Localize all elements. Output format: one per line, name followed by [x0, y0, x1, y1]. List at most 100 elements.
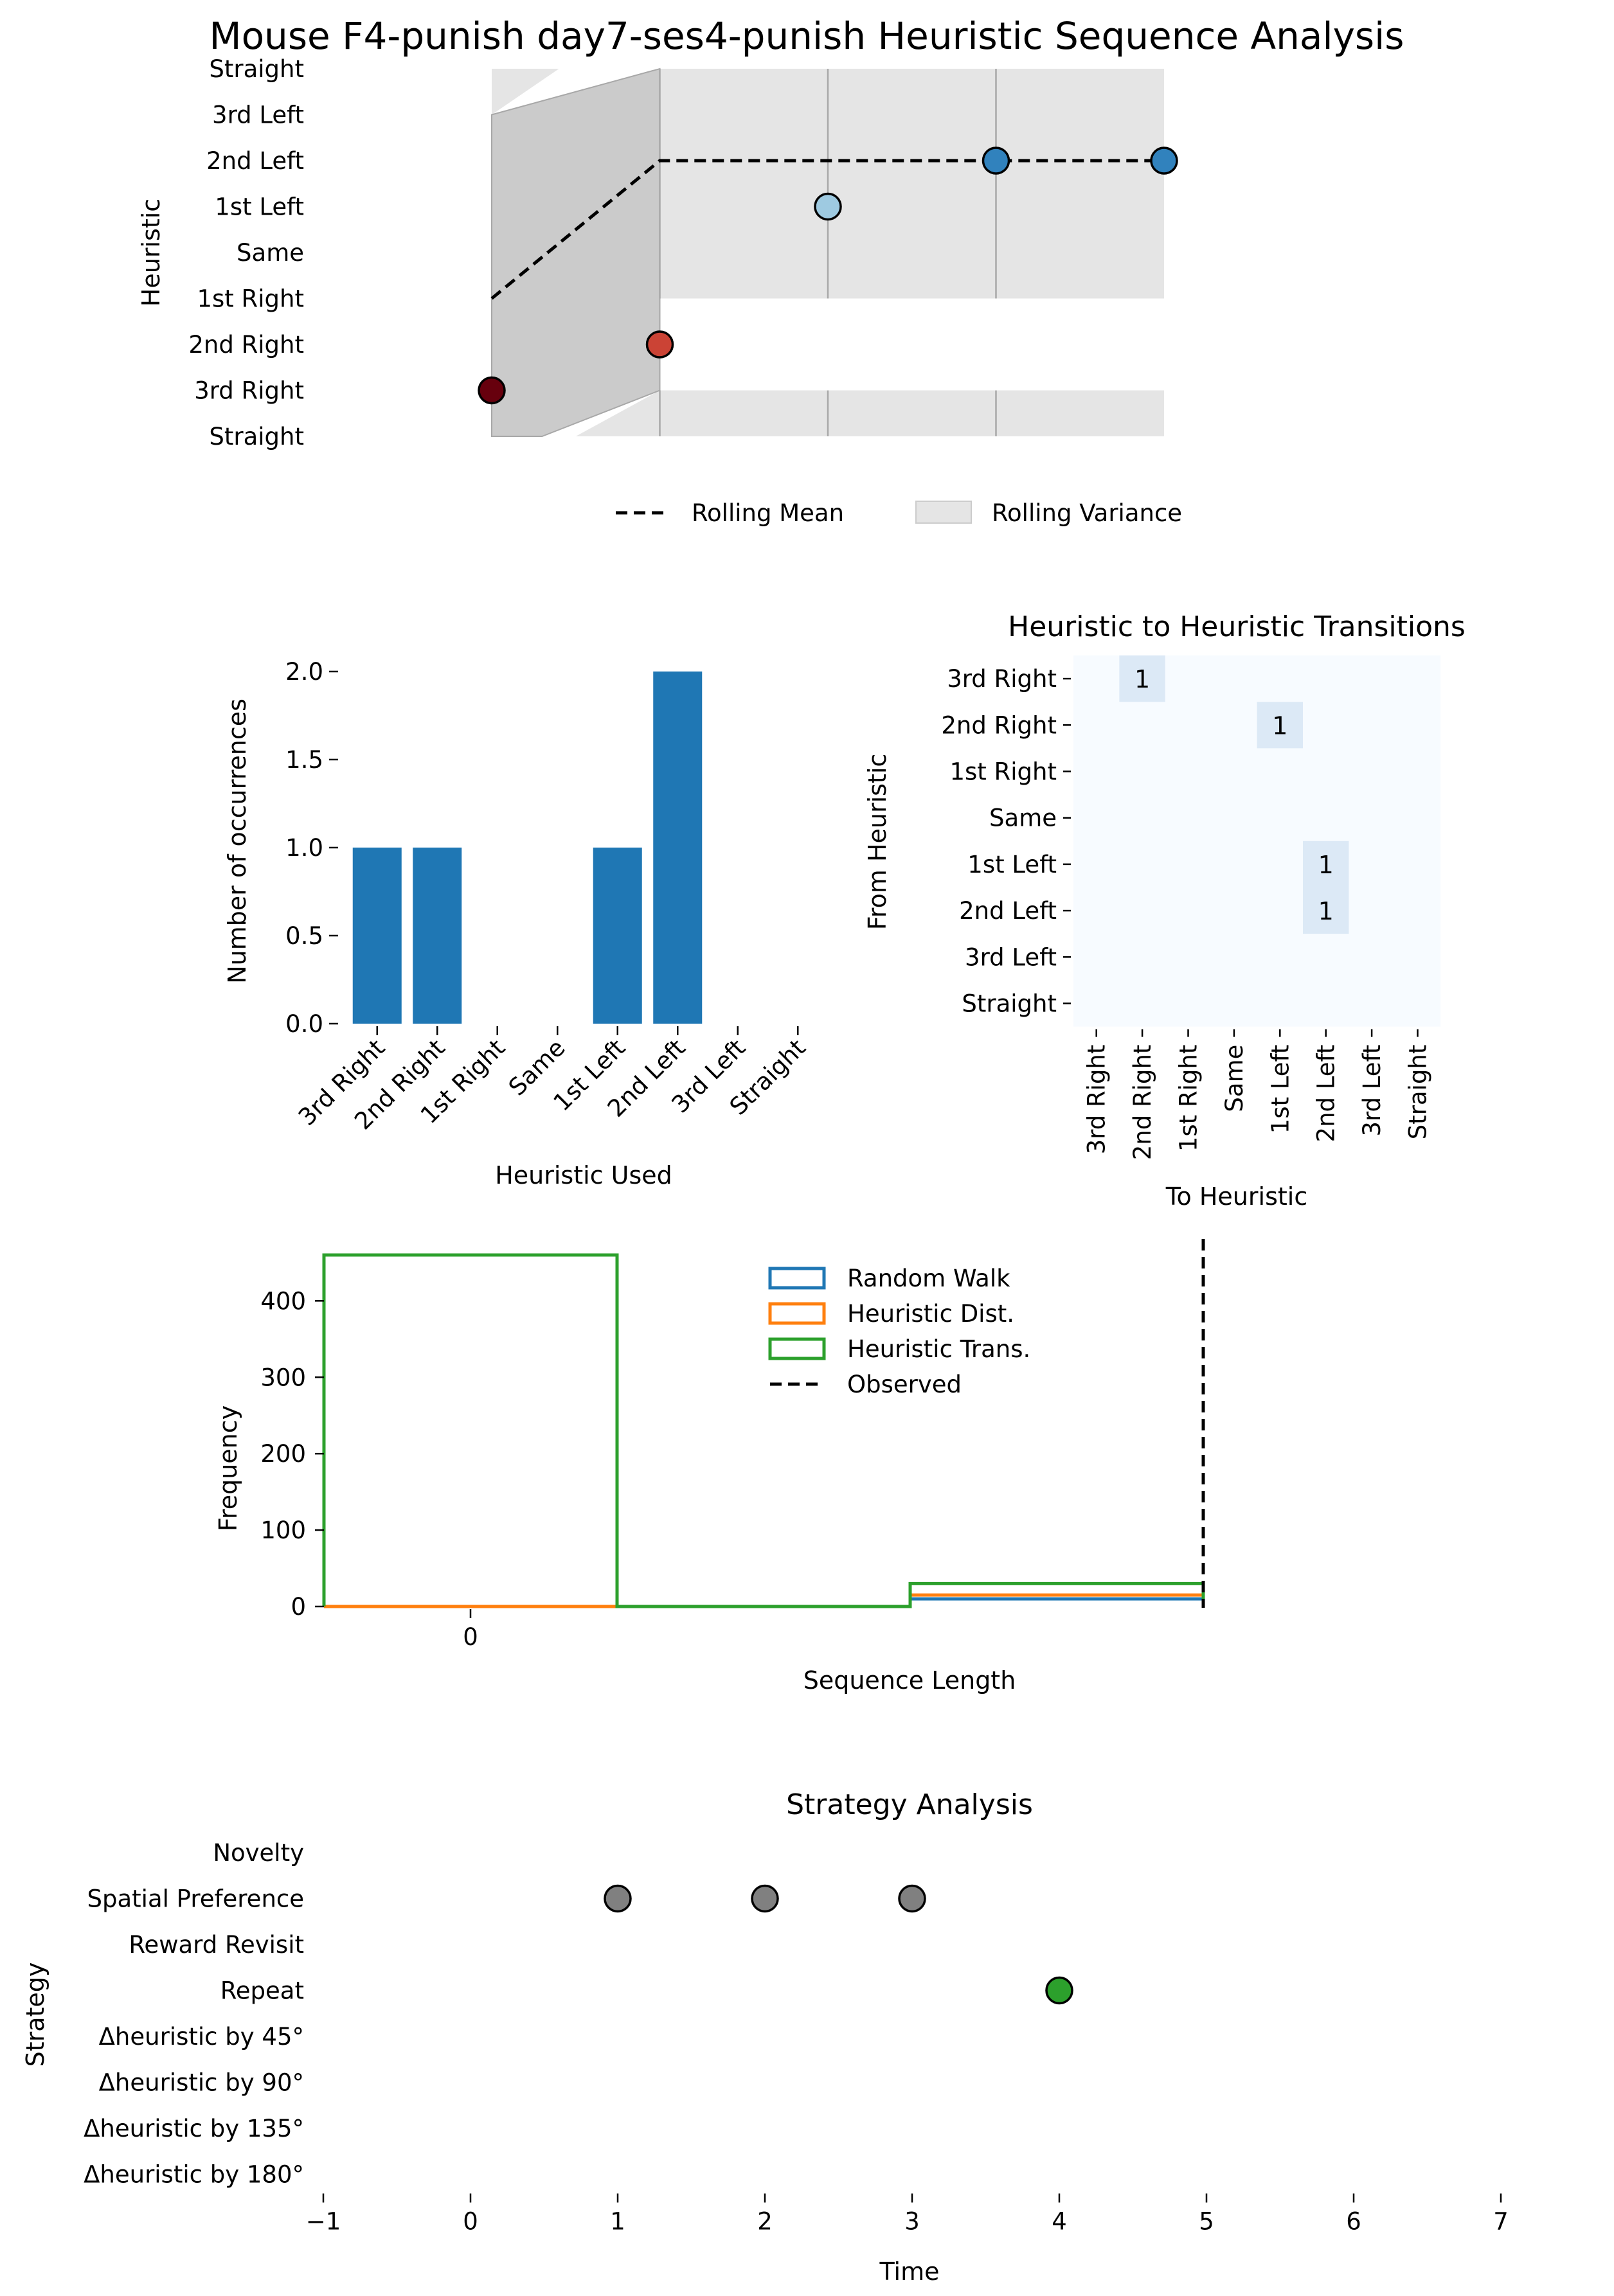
- heatmap-row-label: 2nd Left: [959, 897, 1057, 925]
- heuristic-axis-label: Heuristic: [137, 199, 165, 307]
- heatmap-cells: 1 1 1 1: [1119, 655, 1349, 934]
- heatmap-row-label: 2nd Right: [941, 711, 1057, 739]
- strategy-point: [751, 1884, 779, 1913]
- heatmap-col-ticks: 3rd Right 2nd Right 1st Right Same 1st Left 2…: [1083, 1029, 1432, 1161]
- histogram-legend-label: Random Walk: [847, 1265, 1010, 1292]
- histogram-x-ticks: 0: [463, 1609, 478, 1651]
- histogram-y-tick-label: 300: [260, 1364, 306, 1391]
- strategy-tick-label: Δheuristic by 180°: [84, 2161, 304, 2189]
- heatmap-row-label: 1st Right: [949, 758, 1057, 786]
- histogram-legend: Random Walk Heuristic Dist. Heuristic Tran…: [768, 1265, 1030, 1398]
- rolling-variance-legend-swatch: [915, 501, 972, 524]
- strategy-x-tick-label: 4: [1052, 2208, 1067, 2236]
- heuristic-sequence-panel: Straight 3rd Left 2nd Left 1st Left Same 1st …: [137, 55, 1182, 527]
- heatmap-row-ticks: 3rd Right 2nd Right 1st Right Same 1st Left 2…: [941, 665, 1071, 1018]
- heatmap-cell: [1303, 887, 1349, 934]
- rolling-variance-legend-label: Rolling Variance: [992, 499, 1182, 527]
- histogram-y-tick-label: 200: [260, 1440, 306, 1468]
- heuristic-tick-label: 2nd Right: [188, 331, 304, 359]
- sequence-length-panel: 0 100 200 300 400 0 Sequence Length Frequenc…: [214, 1239, 1205, 1695]
- strategy-x-tick-label: 5: [1199, 2208, 1214, 2236]
- histogram-legend-swatch: [768, 1302, 826, 1325]
- rolling-mean-line: [490, 159, 1164, 300]
- heuristic-tick-label: Same: [237, 239, 304, 267]
- heatmap-col-label: 1st Right: [1175, 1045, 1203, 1152]
- bars: [352, 672, 703, 1024]
- heuristic-points: [478, 147, 1178, 405]
- heatmap-cell-label: 1: [1318, 897, 1334, 925]
- heatmap-col-label: Same: [1221, 1045, 1248, 1112]
- strategy-x-ticks: −1 0 1 2 3 4 5 6 7: [306, 2193, 1509, 2236]
- bar-y-tick-label: 2.0: [285, 658, 323, 686]
- bar-y-tick-label: 0.0: [285, 1010, 323, 1038]
- heuristic-tick-label: 3rd Left: [212, 102, 304, 129]
- histogram-y-ticks: 0 100 200 300 400: [260, 1287, 324, 1621]
- strategy-panel: Strategy Analysis Novelty Spatial Prefere…: [21, 1788, 1509, 2286]
- histogram-x-axis-label: Sequence Length: [803, 1666, 1016, 1695]
- histogram-y-tick-label: 100: [260, 1517, 306, 1544]
- heatmap-cell-label: 1: [1272, 711, 1287, 740]
- heatmap-x-axis-label: To Heuristic: [1165, 1182, 1307, 1211]
- vertical-grid-lines: [659, 69, 997, 436]
- bar-x-axis-label: Heuristic Used: [495, 1161, 672, 1189]
- heatmap-cell: [1257, 702, 1303, 749]
- bar: [352, 848, 402, 1024]
- heuristic-point: [814, 192, 842, 221]
- transitions-title: Heuristic to Heuristic Transitions: [1008, 610, 1466, 643]
- heuristic-tick-label: 2nd Left: [206, 147, 304, 175]
- bar-y-axis-label: Number of occurrences: [223, 699, 251, 984]
- heatmap-cell: [1303, 841, 1349, 887]
- rolling-mean-legend-label: Rolling Mean: [692, 499, 844, 527]
- heatmap-cell-label: 1: [1134, 665, 1150, 693]
- heatmap-cell-label: 1: [1318, 851, 1334, 879]
- heuristic-point: [645, 330, 674, 359]
- bar: [653, 672, 703, 1024]
- heatmap-row-label: 3rd Left: [965, 943, 1057, 971]
- strategy-x-tick-label: −1: [306, 2208, 341, 2236]
- transitions-panel: Heuristic to Heuristic Transitions 1 1 11 …: [863, 610, 1466, 1211]
- histogram-legend-label: Heuristic Dist.: [847, 1300, 1014, 1328]
- heatmap-col-label: 2nd Right: [1129, 1045, 1156, 1161]
- histogram-y-axis-label: Frequency: [214, 1405, 242, 1531]
- variance-lower-band: [575, 390, 1164, 436]
- histogram-steps: [322, 1253, 1205, 1608]
- strategy-y-axis-label: Strategy: [21, 1962, 49, 2067]
- heuristic-tick-label: Straight: [209, 423, 304, 450]
- strategy-title: Strategy Analysis: [786, 1788, 1033, 1821]
- bar: [593, 848, 642, 1024]
- strategy-x-tick-label: 7: [1493, 2208, 1509, 2236]
- histogram-y-tick-label: 400: [260, 1287, 306, 1315]
- heuristic-tick-label: Straight: [209, 55, 304, 83]
- sequence-legend: Rolling Mean Rolling Variance: [616, 499, 1182, 527]
- strategy-tick-label: Spatial Preference: [87, 1885, 304, 1913]
- histogram-legend-swatch: [768, 1337, 826, 1360]
- strategy-tick-label: Novelty: [213, 1839, 304, 1867]
- strategy-tick-label: Δheuristic by 90°: [99, 2069, 304, 2097]
- heuristic-point: [1150, 147, 1178, 175]
- strategy-y-ticks: Novelty Spatial Preference Reward Revisit R…: [84, 1839, 304, 2189]
- strategy-point: [1045, 1976, 1073, 2005]
- heuristic-tick-label: 1st Right: [197, 285, 304, 313]
- bar-y-tick-label: 1.5: [285, 746, 323, 774]
- heatmap-col-label: 1st Left: [1266, 1045, 1294, 1134]
- strategy-tick-label: Δheuristic by 45°: [99, 2023, 304, 2051]
- strategy-x-tick-label: 2: [757, 2208, 773, 2236]
- strategy-tick-label: Repeat: [220, 1977, 304, 2005]
- histogram-y-tick-label: 0: [291, 1593, 306, 1621]
- histogram-step-line: [322, 1253, 1205, 1608]
- figure-title: Mouse F4-punish day7-ses4-punish Heurist…: [210, 14, 1404, 58]
- strategy-point: [898, 1884, 926, 1913]
- bar-y-ticks: 0.0 0.5 1.0 1.5 2.0: [285, 658, 338, 1038]
- bar: [413, 848, 462, 1024]
- strategy-x-tick-label: 0: [463, 2208, 478, 2236]
- variance-top-wedge: [492, 69, 559, 115]
- strategy-tick-label: Δheuristic by 135°: [84, 2115, 304, 2142]
- heuristic-tick-label: 3rd Right: [194, 377, 304, 405]
- histogram-legend-swatch: [768, 1267, 826, 1290]
- heatmap-row-label: Same: [989, 805, 1057, 832]
- strategy-x-tick-label: 6: [1346, 2208, 1361, 2236]
- heatmap-row-label: 3rd Right: [947, 665, 1057, 693]
